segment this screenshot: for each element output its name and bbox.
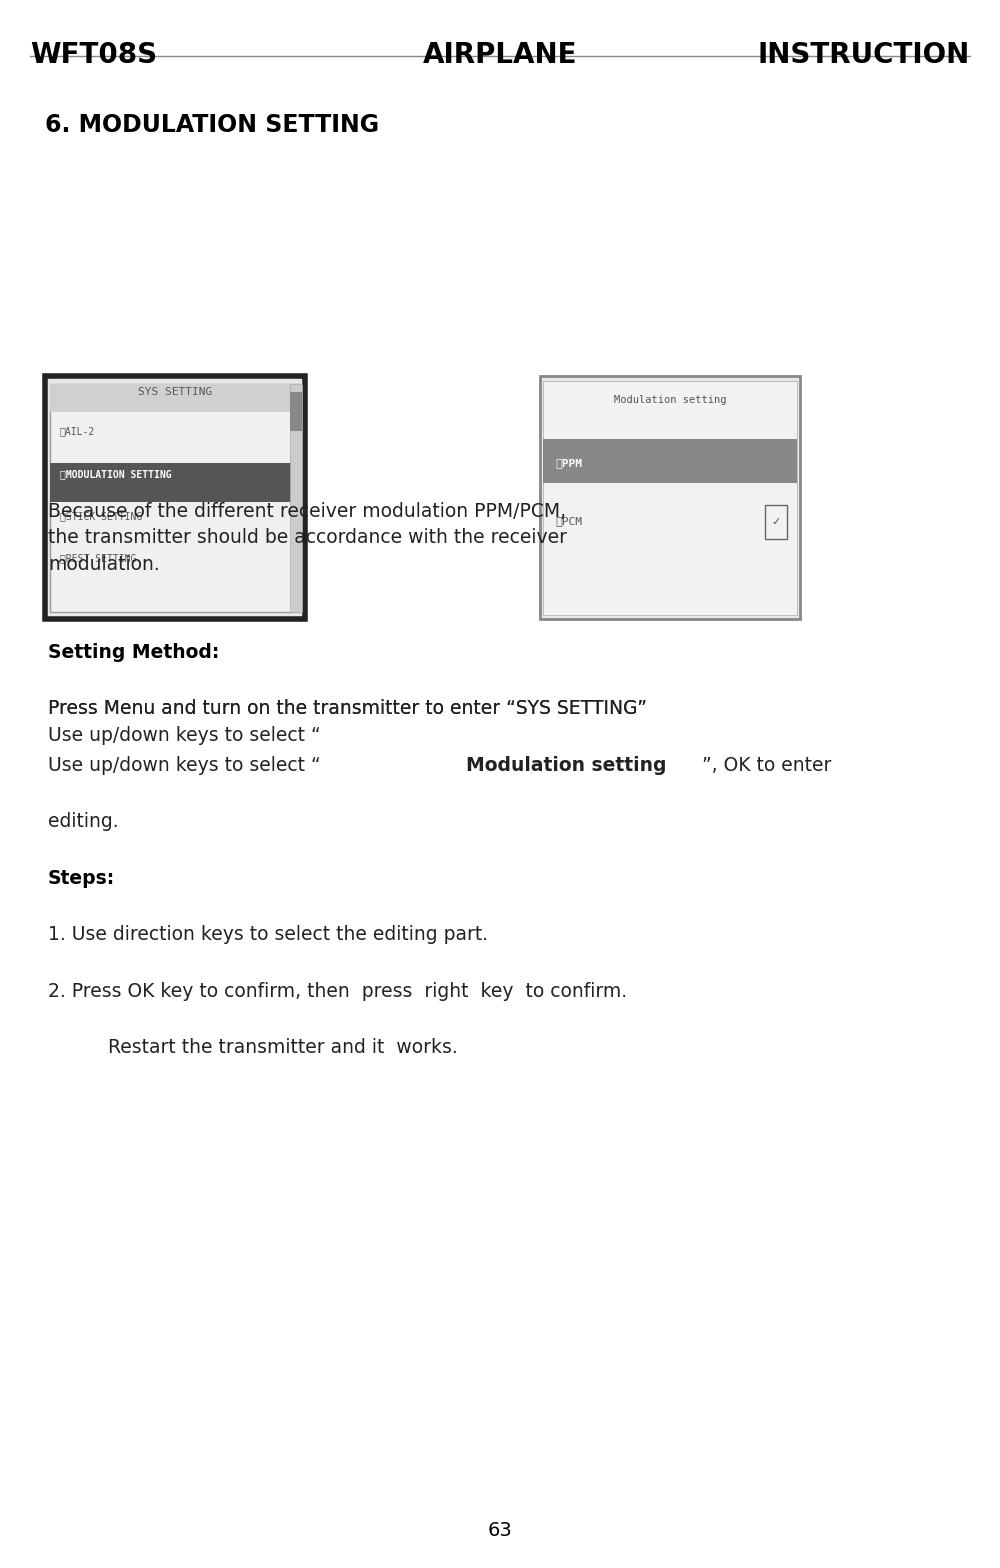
Text: Setting Method:: Setting Method: [48, 643, 219, 662]
Bar [543, 381, 797, 615]
Text: ②PCM: ②PCM [555, 516, 582, 525]
Text: 6. MODULATION SETTING: 6. MODULATION SETTING [45, 113, 379, 136]
Text: INSTRUCTION: INSTRUCTION [758, 41, 970, 69]
Text: Modulation setting: Modulation setting [466, 756, 666, 775]
Text: Modulation setting: Modulation setting [614, 395, 726, 405]
Bar [290, 384, 302, 612]
Text: SYS SETTING: SYS SETTING [138, 387, 212, 397]
Text: ①STICK SETTING: ①STICK SETTING [60, 511, 142, 521]
Text: 63: 63 [488, 1521, 512, 1540]
Bar [50, 384, 300, 612]
Bar [290, 392, 302, 431]
Bar [543, 439, 797, 483]
Text: editing.: editing. [48, 812, 119, 831]
Bar [540, 376, 800, 619]
Text: Steps:: Steps: [48, 869, 115, 887]
Bar [45, 376, 305, 619]
Bar [50, 384, 300, 412]
Text: 1. Use direction keys to select the editing part.: 1. Use direction keys to select the edit… [48, 925, 488, 944]
Text: WFT08S: WFT08S [30, 41, 157, 69]
Bar [50, 463, 300, 502]
Bar [765, 505, 787, 539]
Text: Use up/down keys to select “: Use up/down keys to select “ [48, 756, 321, 775]
Text: ⑥AIL-2: ⑥AIL-2 [60, 426, 95, 436]
Text: AIRPLANE: AIRPLANE [423, 41, 577, 69]
Text: Because of the different receiver modulation PPM/PCM,
the transmitter should be : Because of the different receiver modula… [48, 502, 567, 574]
Text: ⑧REST SETTING: ⑧REST SETTING [60, 554, 136, 563]
Text: 2. Press OK key to confirm, then  press  right  key  to confirm.: 2. Press OK key to confirm, then press r… [48, 982, 627, 1000]
Text: ✓: ✓ [771, 517, 781, 527]
Text: Restart the transmitter and it  works.: Restart the transmitter and it works. [108, 1038, 458, 1057]
Text: ①PPM: ①PPM [555, 458, 582, 467]
Text: ”, OK to enter: ”, OK to enter [702, 756, 831, 775]
Text: Press Menu and turn on the transmitter to enter “SYS SETTING”
Use up/down keys t: Press Menu and turn on the transmitter t… [48, 699, 647, 745]
Text: Press Menu and turn on the transmitter to enter “SYS SETTING”: Press Menu and turn on the transmitter t… [48, 699, 647, 718]
Text: ⑦MODULATION SETTING: ⑦MODULATION SETTING [60, 469, 172, 478]
